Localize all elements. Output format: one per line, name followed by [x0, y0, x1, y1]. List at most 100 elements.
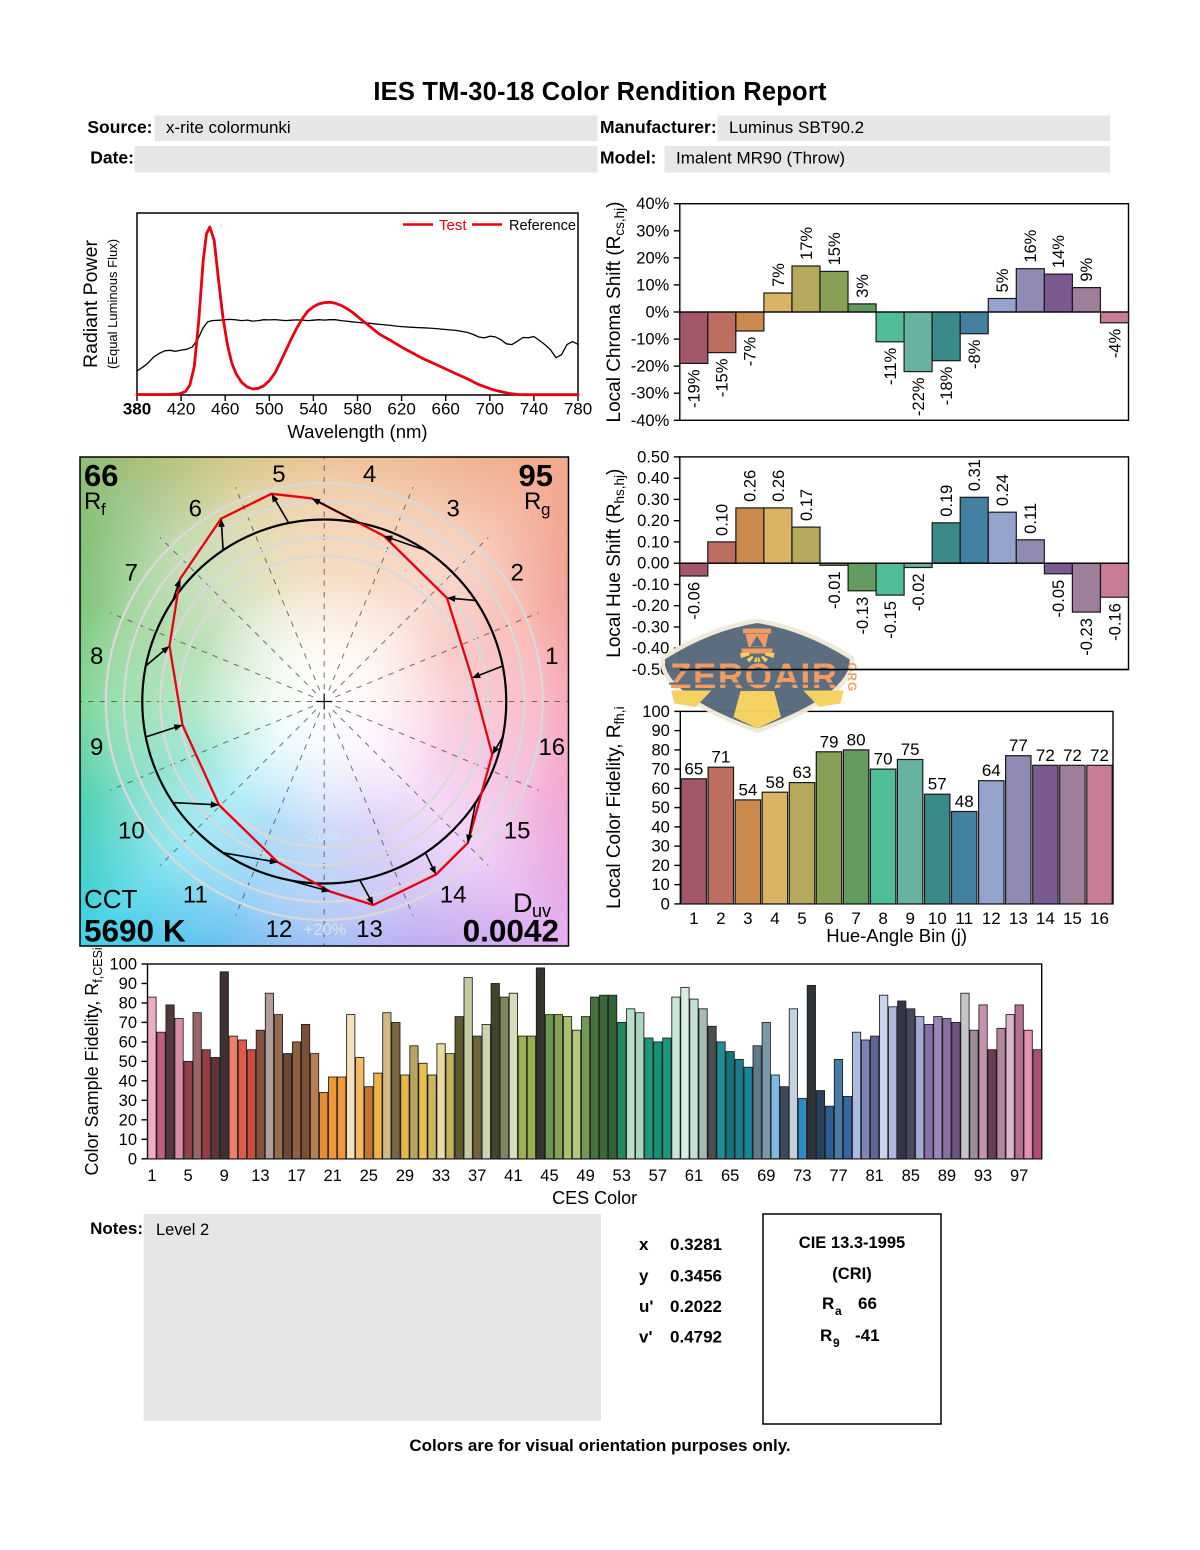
svg-text:-0.15: -0.15 — [882, 601, 900, 639]
svg-text:85: 85 — [902, 1167, 920, 1185]
svg-text:30: 30 — [651, 838, 669, 856]
svg-text:40: 40 — [651, 818, 669, 836]
svg-text:0.10: 0.10 — [714, 504, 732, 536]
svg-text:540: 540 — [299, 400, 327, 419]
svg-text:66: 66 — [858, 1294, 877, 1313]
svg-text:7: 7 — [125, 560, 138, 587]
svg-text:-18%: -18% — [938, 366, 956, 405]
svg-text:13: 13 — [251, 1167, 269, 1185]
svg-text:100: 100 — [109, 956, 137, 974]
svg-text:65: 65 — [684, 759, 703, 778]
svg-text:1: 1 — [689, 909, 698, 928]
svg-text:u': u' — [639, 1297, 653, 1316]
svg-text:30%: 30% — [636, 222, 669, 240]
svg-text:54: 54 — [738, 780, 757, 799]
svg-text:48: 48 — [955, 792, 974, 811]
svg-text:-0.40: -0.40 — [632, 640, 670, 658]
svg-text:20: 20 — [651, 857, 669, 875]
svg-text:57: 57 — [928, 775, 947, 794]
svg-text:15%: 15% — [826, 232, 844, 265]
svg-text:40: 40 — [119, 1072, 137, 1090]
svg-text:Local Chroma Shift (Rcs,hj): Local Chroma Shift (Rcs,hj) — [604, 202, 627, 423]
svg-text:-30%: -30% — [631, 385, 670, 403]
svg-text:-0.23: -0.23 — [1078, 618, 1096, 656]
svg-text:Source:: Source: — [87, 117, 152, 137]
svg-text:50: 50 — [119, 1053, 137, 1071]
svg-text:Imalent MR90 (Throw): Imalent MR90 (Throw) — [676, 149, 845, 168]
svg-text:3: 3 — [743, 909, 752, 928]
svg-text:0.26: 0.26 — [742, 470, 760, 502]
svg-text:49: 49 — [576, 1167, 594, 1185]
svg-text:57: 57 — [649, 1167, 667, 1185]
svg-text:y: y — [639, 1267, 649, 1286]
svg-text:-0.06: -0.06 — [686, 582, 704, 620]
svg-text:Colors are for visual orientat: Colors are for visual orientation purpos… — [409, 1436, 790, 1455]
svg-text:-0.20: -0.20 — [632, 597, 670, 615]
svg-text:5690 K: 5690 K — [84, 913, 186, 949]
svg-text:1: 1 — [147, 1167, 156, 1185]
svg-text:D: D — [513, 888, 533, 918]
svg-text:9: 9 — [905, 909, 914, 928]
svg-text:-10%: -10% — [631, 331, 670, 349]
svg-text:21: 21 — [323, 1167, 341, 1185]
svg-text:25: 25 — [360, 1167, 378, 1185]
svg-text:3%: 3% — [854, 274, 872, 298]
svg-text:50: 50 — [651, 799, 669, 817]
svg-text:12: 12 — [266, 916, 293, 943]
svg-text:-19%: -19% — [686, 369, 704, 408]
svg-text:75: 75 — [901, 740, 920, 759]
svg-text:R: R — [84, 488, 101, 515]
svg-text:-20%: -20% — [304, 828, 339, 845]
svg-text:17%: 17% — [798, 227, 816, 260]
svg-text:70: 70 — [651, 761, 669, 779]
svg-text:16: 16 — [538, 734, 565, 761]
svg-text:7: 7 — [851, 909, 860, 928]
svg-text:11: 11 — [183, 881, 208, 908]
svg-text:5: 5 — [272, 461, 285, 488]
svg-text:33: 33 — [432, 1167, 450, 1185]
svg-text:Date:: Date: — [90, 148, 134, 168]
svg-text:CCT: CCT — [84, 884, 138, 914]
svg-text:4: 4 — [770, 909, 779, 928]
svg-text:Hue-Angle Bin (j): Hue-Angle Bin (j) — [826, 925, 967, 946]
svg-text:-0.50: -0.50 — [632, 661, 670, 679]
svg-text:10: 10 — [118, 817, 145, 844]
svg-text:Reference: Reference — [509, 218, 576, 234]
svg-text:100: 100 — [642, 703, 670, 721]
svg-text:81: 81 — [865, 1167, 883, 1185]
svg-text:9: 9 — [833, 1336, 840, 1350]
svg-text:40%: 40% — [636, 195, 669, 213]
svg-text:72: 72 — [1063, 746, 1082, 765]
svg-text:620: 620 — [387, 400, 415, 419]
svg-text:0.17: 0.17 — [798, 489, 816, 521]
svg-text:-11%: -11% — [882, 347, 900, 385]
svg-text:80: 80 — [119, 994, 137, 1012]
svg-text:Wavelength (nm): Wavelength (nm) — [287, 421, 427, 442]
svg-text:-22%: -22% — [910, 377, 928, 416]
svg-text:90: 90 — [119, 975, 137, 993]
svg-text:41: 41 — [504, 1167, 522, 1185]
svg-text:0: 0 — [128, 1150, 137, 1168]
svg-text:9: 9 — [220, 1167, 229, 1185]
svg-text:13: 13 — [1009, 909, 1028, 928]
svg-text:14%: 14% — [1050, 235, 1068, 268]
svg-text:10: 10 — [928, 909, 947, 928]
svg-text:16%: 16% — [1022, 229, 1040, 262]
svg-text:72: 72 — [1036, 746, 1055, 765]
svg-text:-40%: -40% — [631, 412, 670, 430]
svg-text:72: 72 — [1090, 746, 1109, 765]
svg-text:5: 5 — [797, 909, 806, 928]
svg-text:7%: 7% — [770, 263, 788, 287]
svg-text:0.26: 0.26 — [770, 470, 788, 502]
svg-text:0.31: 0.31 — [966, 459, 984, 491]
svg-text:13: 13 — [356, 916, 383, 943]
svg-text:10: 10 — [651, 876, 669, 894]
svg-text:0.2022: 0.2022 — [670, 1297, 722, 1316]
svg-text:89: 89 — [938, 1167, 956, 1185]
svg-text:77: 77 — [1009, 736, 1028, 755]
svg-text:16: 16 — [1090, 909, 1109, 928]
svg-text:77: 77 — [829, 1167, 847, 1185]
svg-text:580: 580 — [343, 400, 371, 419]
svg-text:740: 740 — [520, 400, 548, 419]
svg-text:45: 45 — [540, 1167, 558, 1185]
